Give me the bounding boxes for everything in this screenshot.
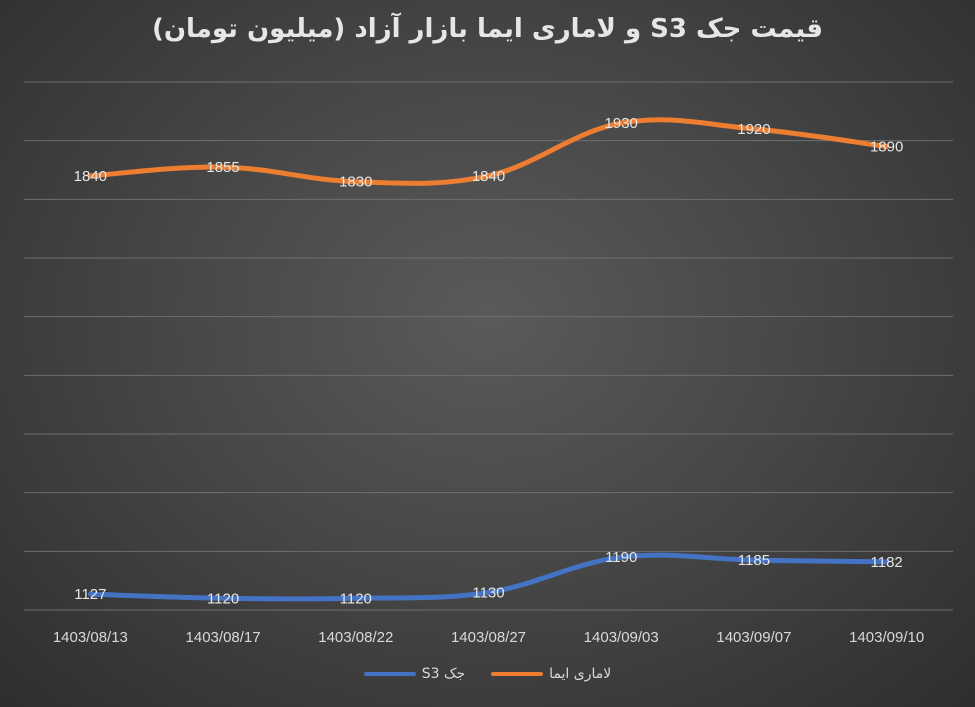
x-axis-ticks: 1403/08/13 1403/08/17 1403/08/22 1403/08/27… bbox=[53, 629, 924, 646]
data-label: 1127 bbox=[74, 586, 106, 603]
data-label: 1830 bbox=[339, 174, 372, 191]
series-lines bbox=[87, 117, 890, 602]
x-tick-label: 1403/08/17 bbox=[186, 629, 261, 646]
data-labels: 1840 1855 1830 1840 1930 1920 1890 1127 1120 1120… bbox=[74, 115, 904, 607]
series-line-0 bbox=[87, 117, 890, 186]
legend-swatch-jac-s3 bbox=[363, 672, 416, 676]
x-tick-label: 1403/09/10 bbox=[849, 629, 924, 646]
legend-label: لاماری ایما bbox=[549, 666, 612, 682]
data-label: 1130 bbox=[472, 584, 504, 601]
grid-lines bbox=[24, 81, 953, 611]
legend-item-lamari-eama[interactable]: لاماری ایما bbox=[491, 666, 611, 682]
data-label: 1855 bbox=[206, 159, 239, 176]
data-label: 1930 bbox=[605, 115, 638, 132]
series-line-1 bbox=[87, 552, 890, 602]
x-tick-label: 1403/08/13 bbox=[53, 629, 128, 646]
data-label: 1840 bbox=[74, 168, 107, 185]
x-tick-label: 1403/09/07 bbox=[716, 629, 791, 646]
legend: جک S3 لاماری ایما bbox=[0, 666, 975, 682]
data-label: 1185 bbox=[738, 552, 770, 569]
x-tick-label: 1403/08/22 bbox=[318, 629, 393, 646]
x-tick-label: 1403/08/27 bbox=[451, 629, 526, 646]
data-label: 1840 bbox=[472, 168, 505, 185]
legend-swatch-lamari-eama bbox=[491, 672, 544, 676]
legend-label: جک S3 bbox=[421, 666, 466, 682]
data-label: 1920 bbox=[737, 121, 770, 138]
legend-item-jac-s3[interactable]: جک S3 bbox=[363, 666, 466, 682]
data-label: 1120 bbox=[207, 590, 239, 607]
data-label: 1182 bbox=[871, 554, 903, 571]
data-label: 1120 bbox=[340, 590, 372, 607]
data-label: 1890 bbox=[870, 139, 903, 156]
x-tick-label: 1403/09/03 bbox=[584, 629, 659, 646]
data-label: 1190 bbox=[605, 549, 637, 566]
chart-title: قیمت جک S3 و لاماری ایما بازار آزاد (میل… bbox=[151, 14, 824, 44]
